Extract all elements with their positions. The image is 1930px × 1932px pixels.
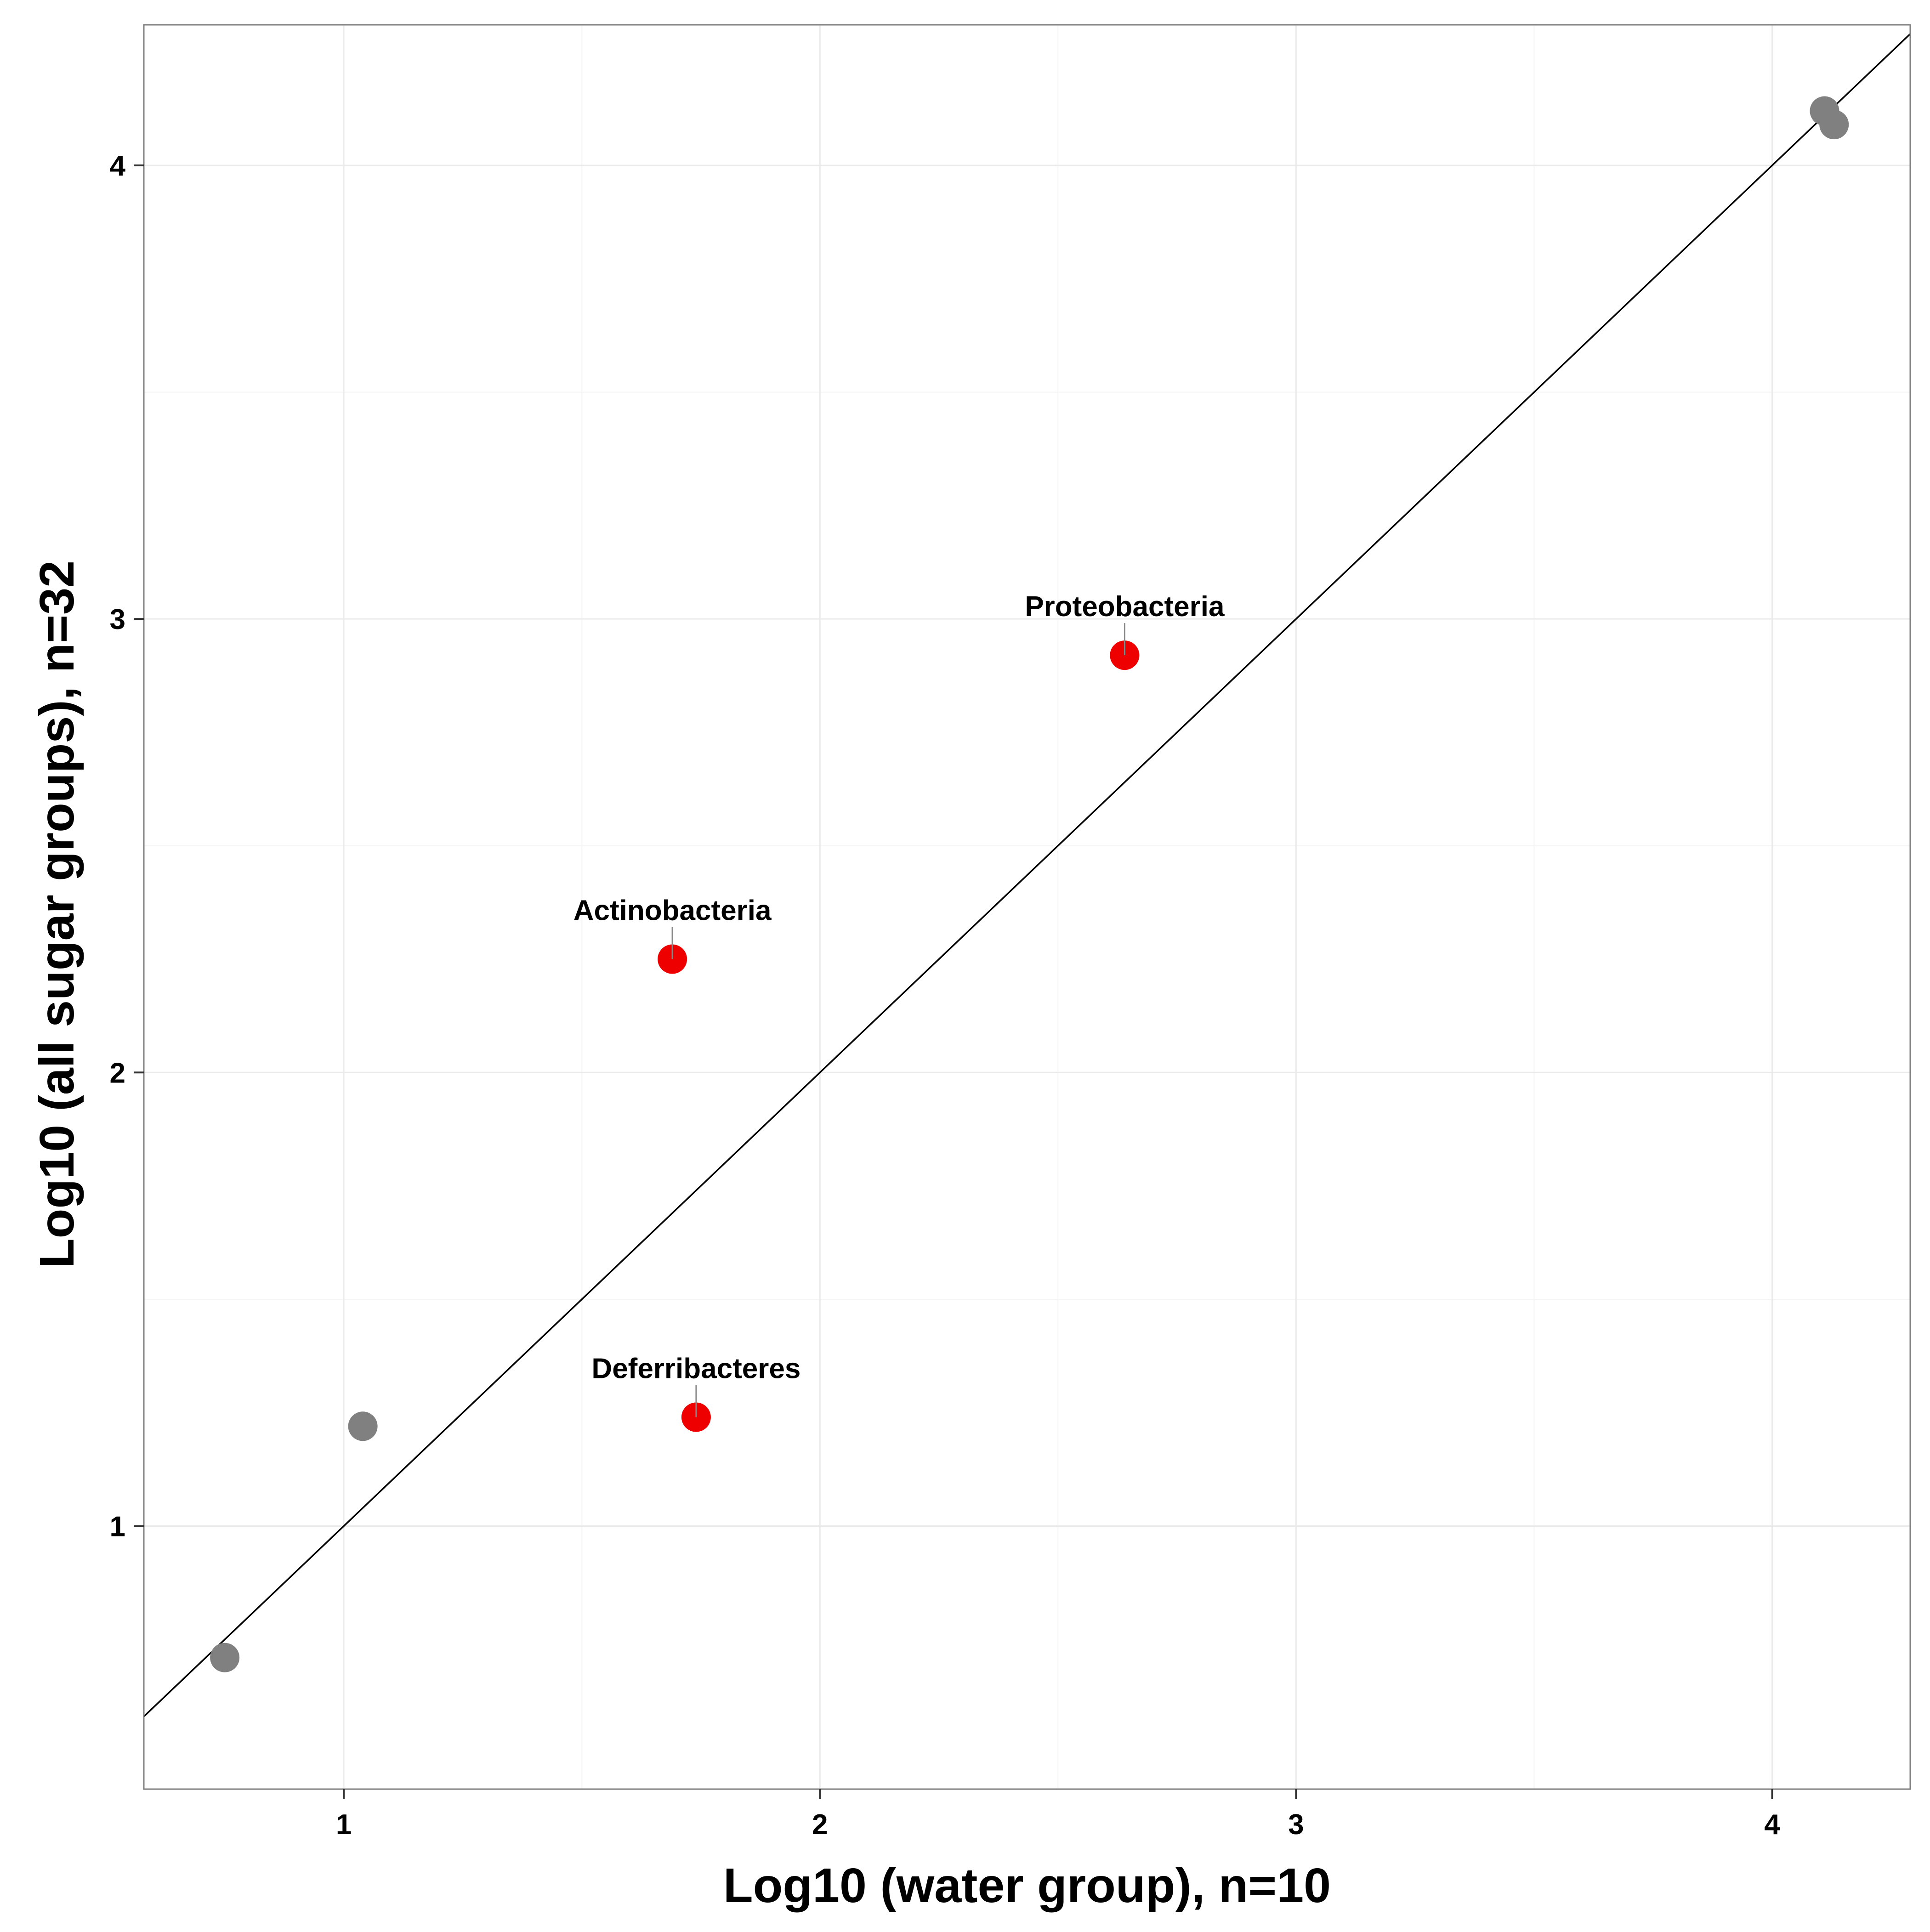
grid-lines <box>144 25 1910 1789</box>
y-tick-label: 4 <box>110 150 126 182</box>
point-label: Proteobacteria <box>1025 591 1225 623</box>
x-tick-label: 2 <box>812 1809 828 1841</box>
axes: 1 2 3 4 1 2 3 4 <box>110 150 1781 1841</box>
plot-panel-border <box>143 24 1911 1790</box>
y-tick-label: 3 <box>110 604 125 635</box>
point-label: Deferribacteres <box>591 1353 800 1385</box>
y-axis-title: Log10 (all sugar groups), n=32 <box>30 561 84 1268</box>
y-tick-label: 2 <box>110 1057 125 1089</box>
reference-line <box>143 33 1911 1717</box>
x-tick-label: 3 <box>1288 1809 1304 1841</box>
reference-line-group <box>143 33 1911 1717</box>
x-axis-title: Log10 (water group), n=10 <box>723 1858 1331 1913</box>
x-tick-label: 4 <box>1764 1809 1780 1841</box>
data-point <box>348 1411 378 1441</box>
x-tick-label: 1 <box>336 1809 352 1841</box>
data-point <box>1819 110 1849 140</box>
point-labels: Actinobacteria Deferribacteres Proteobacte… <box>573 591 1225 1417</box>
point-label: Actinobacteria <box>573 895 772 927</box>
y-tick-label: 1 <box>110 1511 125 1542</box>
data-point <box>210 1643 240 1672</box>
